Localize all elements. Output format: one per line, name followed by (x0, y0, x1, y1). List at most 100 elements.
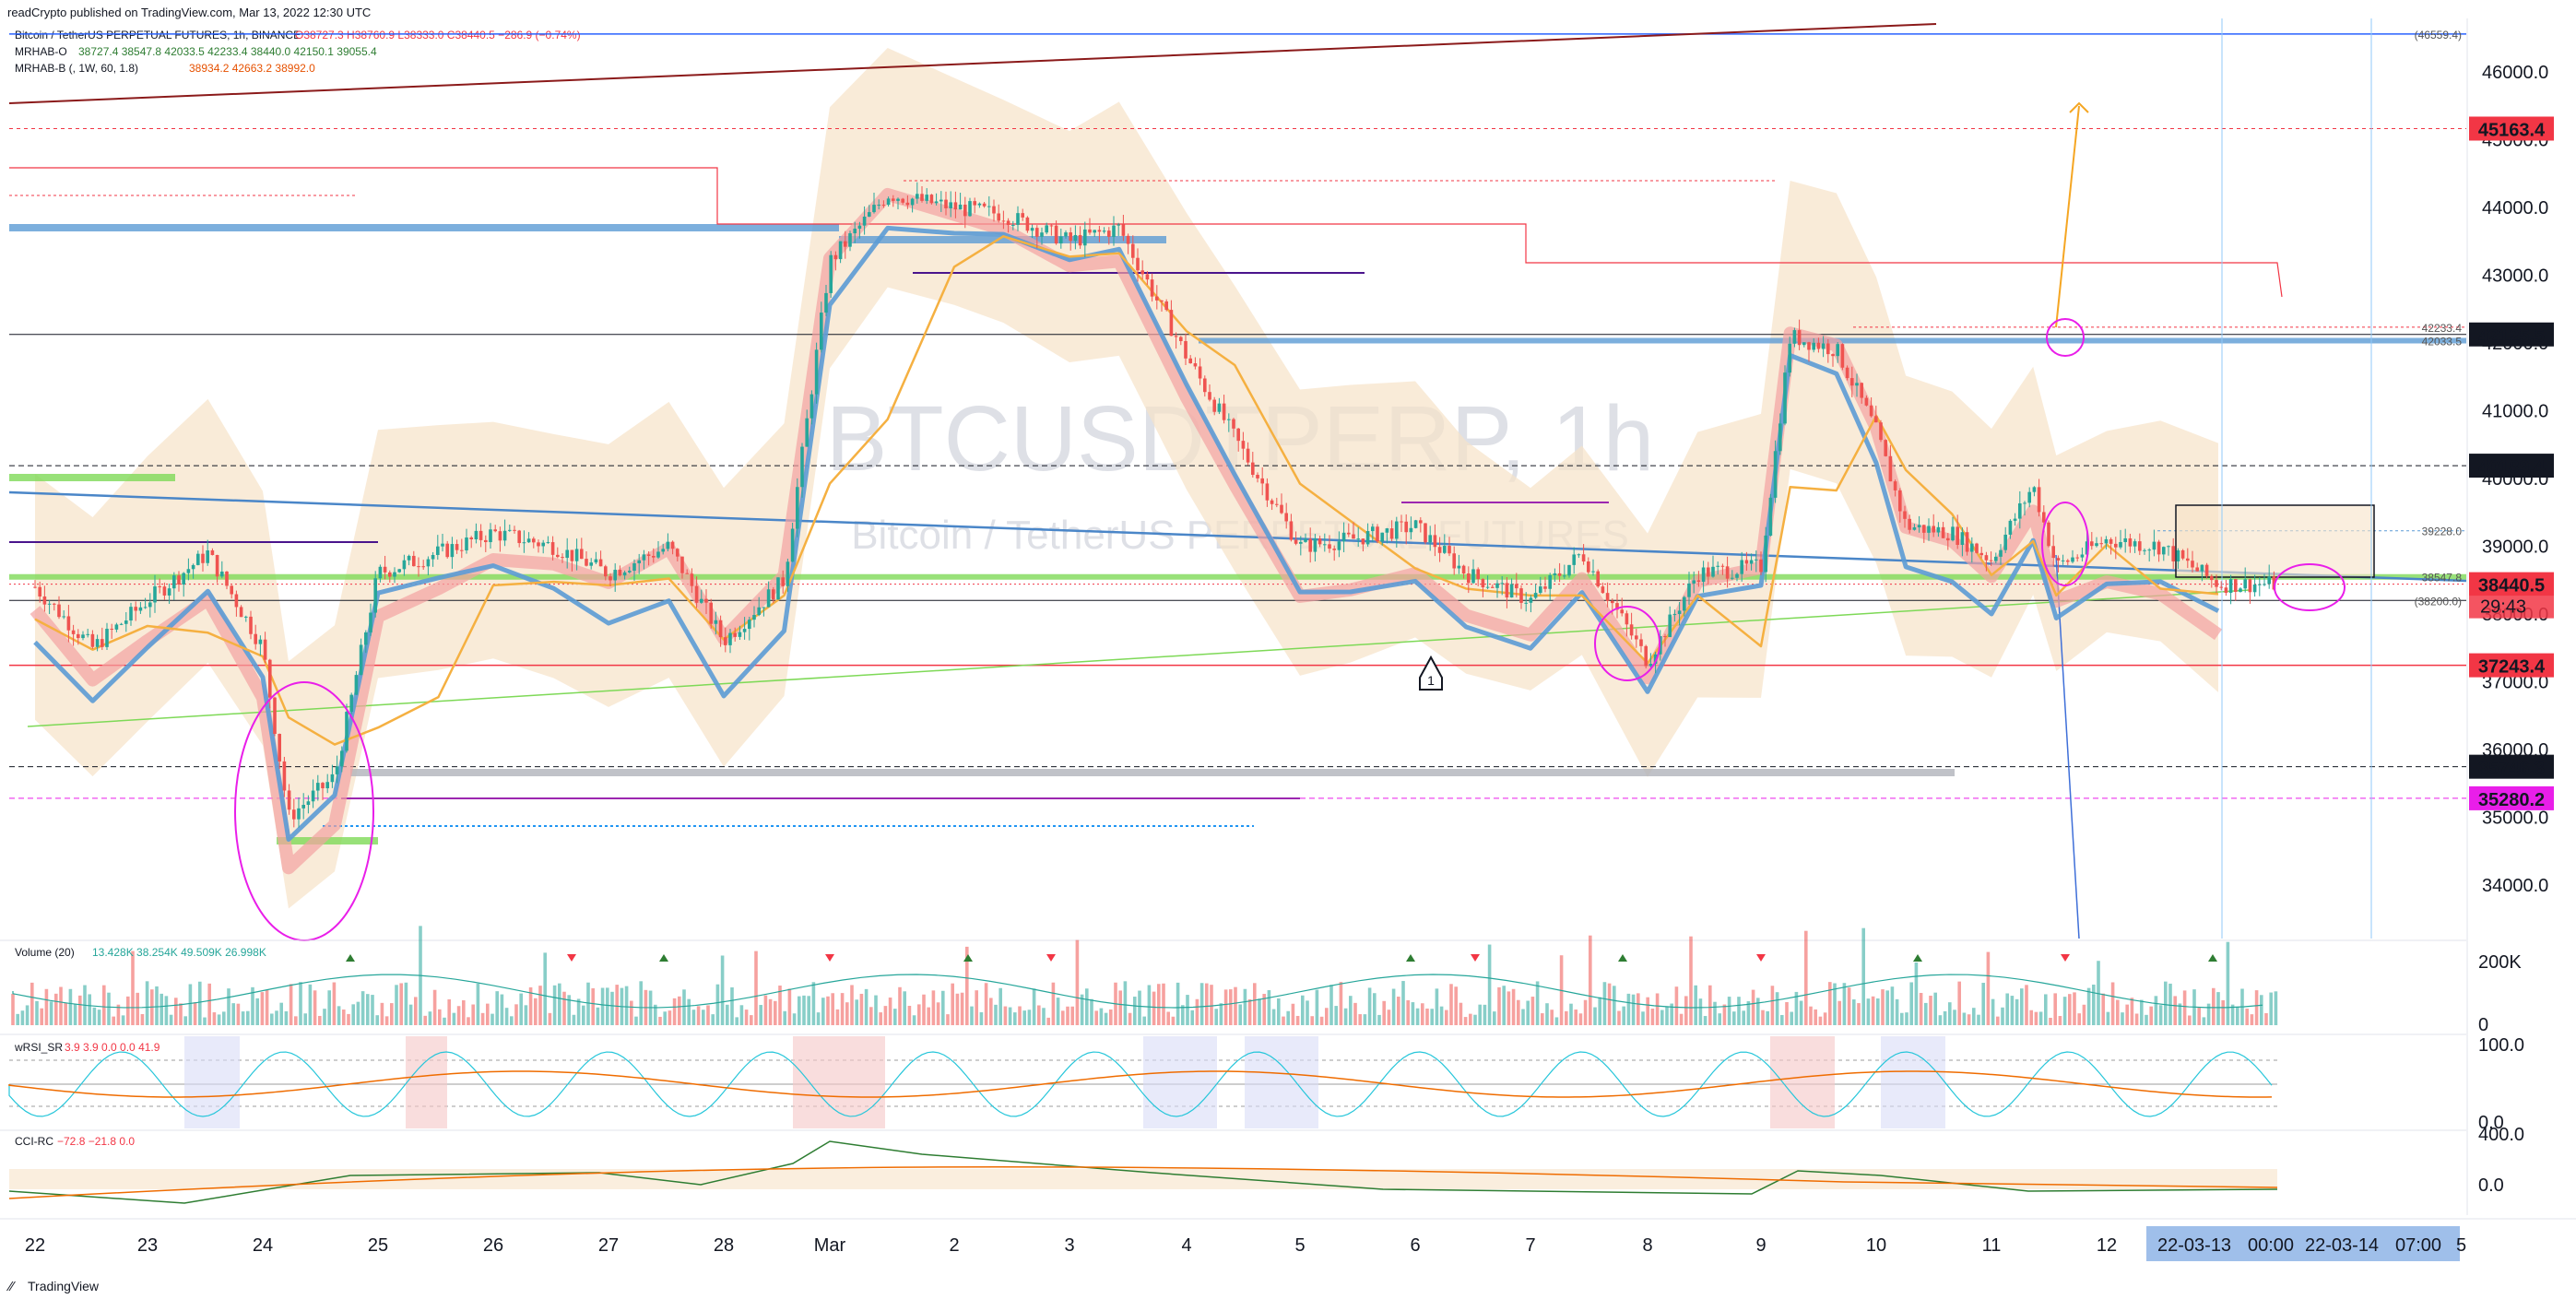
candle-body (2215, 580, 2218, 587)
candle-body (1500, 583, 1504, 585)
price-badge (2469, 754, 2554, 779)
time-tick: 5 (1294, 1235, 1305, 1256)
volume-bar (198, 981, 202, 1025)
candle-body (920, 194, 924, 201)
volume-bar (174, 998, 178, 1025)
candle-body (1936, 526, 1941, 533)
price-badge (2469, 454, 2554, 478)
volume-bar (1502, 986, 1506, 1025)
candle-body (249, 616, 253, 634)
candle-body (1208, 392, 1211, 400)
volume-bar (260, 992, 265, 1025)
candle-body (349, 694, 353, 713)
volume-pane[interactable] (0, 926, 2466, 1025)
volume-axis-bottom: 0 (2478, 1015, 2488, 1035)
volume-bar (1459, 1002, 1463, 1025)
volume-bar (179, 1003, 183, 1025)
candle-body (1888, 455, 1893, 482)
callout-marker[interactable] (1419, 655, 1443, 691)
candle-body (1869, 405, 1873, 417)
candle-body (206, 550, 209, 563)
volume-bar (634, 1016, 638, 1025)
time-tick: 11 (1982, 1235, 2002, 1256)
volume-bar (308, 984, 313, 1025)
candle-body (100, 639, 104, 647)
volume-bar (1271, 1009, 1276, 1025)
candle-body (2147, 549, 2151, 551)
volume-bar (2058, 1016, 2062, 1025)
volume-bar (946, 1014, 950, 1025)
volume-bar (116, 1004, 121, 1025)
candle-body (1030, 228, 1034, 231)
cci-values: −72.8 −21.8 0.0 (57, 1135, 135, 1148)
volume-bar (1234, 986, 1237, 1025)
candle-body (1629, 624, 1634, 636)
candle-body (301, 805, 305, 809)
volume-bar (615, 985, 619, 1025)
signal-marker (825, 954, 834, 962)
volume-bar (951, 983, 954, 1025)
volume-bar (44, 988, 49, 1025)
volume-bar (1229, 989, 1233, 1025)
candle-body (1581, 554, 1586, 562)
candle-body (445, 543, 449, 558)
volume-bar (1152, 991, 1156, 1025)
volume-bar (2015, 998, 2019, 1025)
volume-bar (1258, 998, 1261, 1025)
candle-body (119, 623, 124, 625)
volume-bar (351, 1004, 355, 1025)
main-price-pane[interactable] (8, 18, 2467, 941)
volume-bar (428, 1011, 432, 1025)
rsi-pane[interactable] (0, 1033, 2466, 1128)
volume-bar (284, 1010, 289, 1025)
time-tick: 7 (1525, 1235, 1535, 1256)
candle-body (1467, 573, 1471, 584)
volume-bar (504, 1008, 509, 1025)
volume-bar (798, 996, 801, 1025)
volume-bar (510, 1016, 514, 1025)
volume-bar (332, 982, 337, 1025)
candle-body (1260, 478, 1264, 484)
cci-pane[interactable] (0, 1129, 2466, 1204)
candle-body (383, 566, 387, 573)
volume-bar (591, 987, 595, 1025)
candle-body (1812, 342, 1815, 350)
volume-bar (1166, 1011, 1170, 1025)
candle-body (148, 602, 152, 608)
volume-bar (2097, 961, 2100, 1025)
volume-bar (1099, 1008, 1104, 1025)
volume-bar (1541, 1013, 1544, 1025)
volume-bar (112, 1016, 115, 1025)
price-tick: 34000.0 (2482, 876, 2548, 896)
candle-body (364, 632, 368, 645)
candle-body (1495, 583, 1499, 588)
candle-body (901, 198, 904, 203)
candle-body (1232, 419, 1235, 429)
volume-bar (1756, 998, 1760, 1025)
volume-bar (294, 1016, 298, 1025)
candle-body (2234, 579, 2238, 592)
candle-body (273, 697, 277, 735)
volume-bar (750, 1015, 753, 1025)
volume-bar (49, 1001, 53, 1025)
volume-bar (984, 983, 988, 1025)
volume-bar (715, 984, 720, 1025)
candle-body (2095, 543, 2098, 547)
candle-body (574, 549, 579, 561)
volume-bar (835, 1009, 840, 1025)
callout-marker-label: 1 (1427, 673, 1435, 688)
time-axis[interactable]: 22 23 24 25 26 27 28 Mar 2 3 4 5 6 7 8 9 10 11 12 (0, 1218, 2576, 1256)
candle-body (1198, 366, 1202, 379)
price-axis[interactable]: 46000.045000.044000.043000.042000.041000… (2415, 18, 2554, 1215)
volume-bar (2206, 1003, 2211, 1025)
candle-body (1280, 504, 1283, 514)
volume-bar (1933, 992, 1937, 1025)
candle-body (1860, 383, 1863, 398)
candle-body (790, 528, 795, 562)
candle-body (1826, 343, 1830, 355)
volume-bar (1171, 1016, 1176, 1025)
volume-bar (1511, 988, 1516, 1025)
candle-body (53, 603, 56, 605)
volume-bar (255, 998, 259, 1025)
